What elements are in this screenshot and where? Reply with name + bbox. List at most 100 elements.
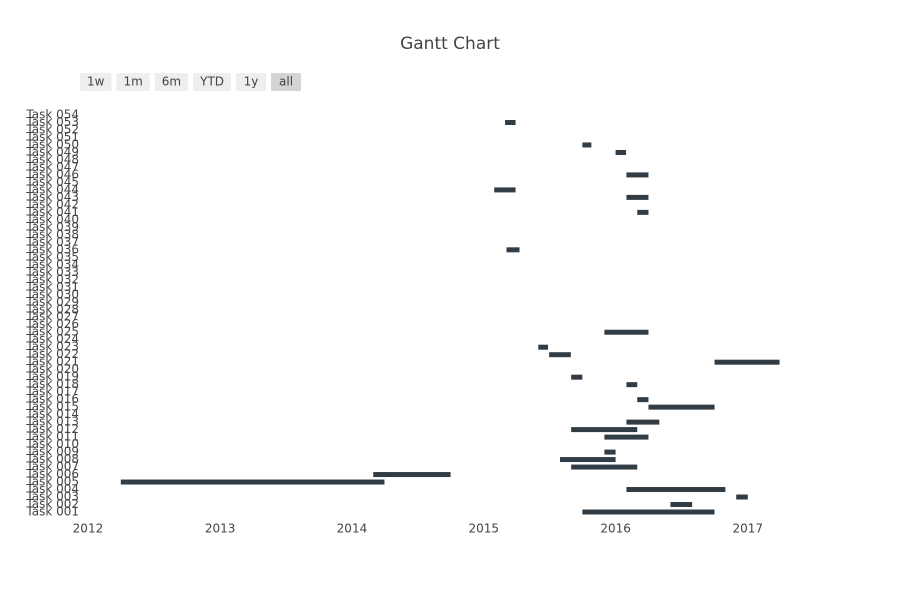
range-button[interactable]: [116, 73, 150, 91]
y-tick-label: Task 039: [25, 220, 79, 234]
gantt-bar: [505, 119, 516, 125]
range-button-label[interactable]: 6m: [162, 75, 181, 89]
y-tick-label: Task 047: [25, 160, 79, 174]
y-tick-label: Task 052: [25, 122, 79, 136]
gantt-bar: [571, 464, 638, 470]
range-button[interactable]: [80, 73, 112, 91]
y-tick-label: Task 003: [25, 490, 79, 504]
y-tick-label: Task 037: [25, 235, 79, 249]
x-tick-label: 2013: [205, 522, 236, 536]
y-tick-label: Task 040: [25, 212, 79, 226]
gantt-bar: [494, 187, 516, 193]
y-tick-label: Task 051: [25, 130, 79, 144]
y-tick-label: Task 054: [25, 108, 79, 122]
y-tick-label: Task 023: [25, 340, 79, 354]
gantt-bar: [626, 194, 649, 200]
y-tick-label: Task 002: [25, 497, 79, 511]
gantt-bar: [559, 457, 616, 463]
range-button[interactable]: [193, 73, 232, 91]
y-tick-label: Task 032: [25, 272, 79, 286]
gantt-bar: [626, 487, 726, 493]
y-tick-label: Task 045: [25, 175, 79, 189]
chart-title: Gantt Chart: [400, 34, 500, 54]
gantt-bar: [736, 494, 748, 500]
y-tick-label: Task 006: [25, 467, 79, 481]
gantt-bar: [538, 344, 549, 350]
range-button[interactable]: [271, 73, 302, 91]
y-tick-label: Task 042: [25, 197, 79, 211]
gantt-bar: [582, 142, 592, 148]
y-tick-label: Task 018: [25, 377, 79, 391]
gantt-bar: [626, 172, 649, 178]
range-button-label[interactable]: 1y: [244, 75, 259, 89]
y-tick-label: Task 025: [25, 325, 79, 339]
x-tick-label: 2016: [600, 522, 631, 536]
x-tick-label: 2012: [73, 522, 104, 536]
y-tick-label: Task 007: [25, 460, 79, 474]
y-tick-label: Task 036: [25, 242, 79, 256]
range-button-label[interactable]: 1w: [87, 75, 105, 89]
y-tick-label: Task 019: [25, 370, 79, 384]
gantt-bar: [604, 329, 649, 335]
gantt-bar: [571, 427, 638, 433]
y-tick-label: Task 014: [25, 407, 79, 421]
y-tick-label: Task 005: [25, 475, 79, 489]
y-tick-label: Task 048: [25, 152, 79, 166]
y-tick-label: Task 046: [25, 167, 79, 181]
range-button-label[interactable]: 1m: [123, 75, 142, 89]
gantt-bar: [648, 404, 715, 410]
y-tick-label: Task 028: [25, 302, 79, 316]
y-tick-label: Task 038: [25, 227, 79, 241]
y-tick-label: Task 035: [25, 250, 79, 264]
x-tick-label: 2017: [732, 522, 763, 536]
gantt-bar: [670, 502, 693, 508]
range-button[interactable]: [236, 73, 267, 91]
gantt-bar: [582, 509, 715, 515]
y-tick-label: Task 027: [25, 310, 79, 324]
y-tick-label: Task 041: [25, 205, 79, 219]
gantt-bar: [506, 247, 520, 253]
gantt-bar: [604, 434, 649, 440]
y-tick-label: Task 015: [25, 400, 79, 414]
y-tick-label: Task 033: [25, 265, 79, 279]
x-tick-label: 2014: [337, 522, 368, 536]
range-button-label[interactable]: YTD: [199, 75, 224, 89]
y-tick-label: Task 016: [25, 392, 79, 406]
y-tick-label: Task 031: [25, 280, 79, 294]
gantt-bar: [373, 472, 451, 478]
y-tick-label: Task 034: [25, 257, 79, 271]
y-tick-label: Task 010: [25, 437, 79, 451]
y-tick-label: Task 001: [25, 505, 79, 519]
gantt-bar: [571, 374, 583, 380]
y-tick-label: Task 013: [25, 415, 79, 429]
gantt-bar: [714, 359, 780, 365]
y-tick-label: Task 026: [25, 317, 79, 331]
gantt-bar: [120, 479, 385, 485]
y-tick-label: Task 053: [25, 115, 79, 129]
gantt-bar: [604, 449, 616, 455]
y-tick-label: Task 024: [25, 332, 79, 346]
range-button[interactable]: [154, 73, 189, 91]
y-tick-label: Task 021: [25, 355, 79, 369]
y-tick-label: Task 004: [25, 482, 79, 496]
gantt-bar: [626, 419, 660, 425]
y-tick-label: Task 029: [25, 295, 79, 309]
y-tick-label: Task 049: [25, 145, 79, 159]
y-tick-label: Task 050: [25, 137, 79, 151]
gantt-bar: [626, 382, 638, 388]
y-tick-label: Task 022: [25, 347, 79, 361]
y-tick-label: Task 009: [25, 445, 79, 459]
x-tick-label: 2015: [468, 522, 499, 536]
range-button-label[interactable]: all: [279, 75, 293, 89]
y-tick-label: Task 017: [25, 385, 79, 399]
y-tick-label: Task 011: [25, 430, 79, 444]
gantt-bar: [637, 397, 649, 403]
gantt-bar: [549, 352, 571, 358]
y-tick-label: Task 020: [25, 362, 79, 376]
gantt-bar: [637, 209, 649, 215]
y-tick-label: Task 043: [25, 190, 79, 204]
y-tick-label: Task 030: [25, 287, 79, 301]
y-tick-label: Task 008: [25, 452, 79, 466]
